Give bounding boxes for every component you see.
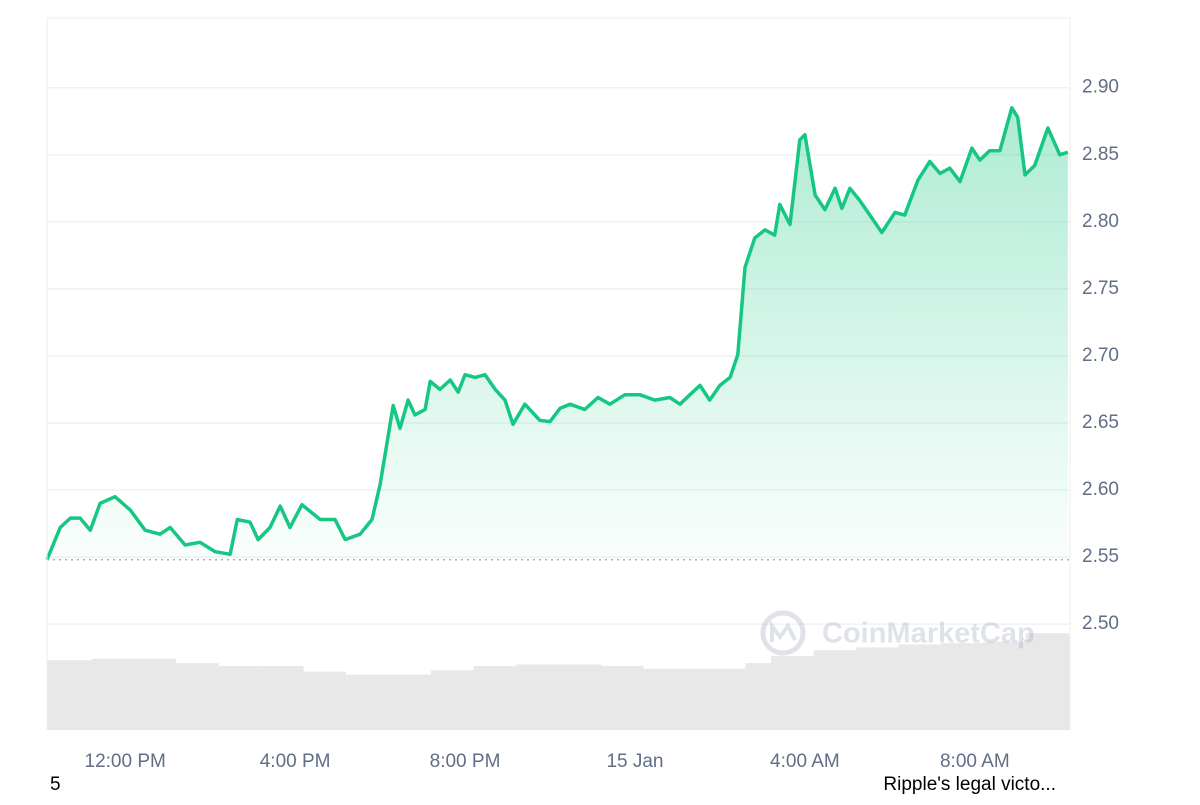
y-tick-label: 2.50 (1082, 613, 1119, 634)
footer-right: Ripple's legal victo... (883, 774, 1056, 795)
x-tick-label: 4:00 AM (770, 751, 840, 772)
price-line (45, 106, 1069, 561)
volume-bar (346, 674, 389, 730)
footer-left: 5 (50, 774, 61, 795)
volume-bar (261, 665, 304, 730)
volume-bar (940, 643, 984, 730)
x-tick-label: 12:00 PM (85, 751, 166, 772)
volume-bar (47, 660, 92, 730)
area-fill (47, 107, 1068, 560)
volume-bar (1025, 633, 1070, 730)
volume-bar (133, 658, 177, 730)
volume-bar (855, 647, 899, 730)
y-tick-label: 2.80 (1082, 211, 1119, 232)
y-tick-label: 2.75 (1082, 278, 1119, 299)
volume-bar (813, 650, 856, 730)
volume-bar (643, 668, 686, 730)
volume-bar (303, 671, 347, 730)
volume-bar (431, 670, 474, 730)
volume-bar (728, 668, 746, 730)
y-tick-label: 2.70 (1082, 345, 1119, 366)
volume-bar (745, 663, 771, 730)
x-tick-label: 4:00 PM (260, 751, 331, 772)
x-tick-label: 8:00 AM (940, 751, 1010, 772)
y-tick-label: 2.85 (1082, 144, 1119, 165)
watermark: CoinMarketCap (760, 610, 1035, 656)
volume-bar (898, 644, 941, 730)
x-tick-label: 15 Jan (606, 751, 663, 772)
volume-bar (516, 664, 559, 730)
watermark-text: CoinMarketCap (822, 618, 1035, 650)
volume-bar (473, 665, 517, 730)
y-tick-label: 2.90 (1082, 77, 1119, 98)
volume-bar (558, 664, 601, 730)
volume-bar (176, 663, 219, 730)
volume-bar (600, 665, 644, 730)
volume-bar (983, 641, 1026, 730)
volume-bar (91, 658, 134, 730)
volume-bar (685, 668, 729, 730)
y-tick-label: 2.60 (1082, 479, 1119, 500)
volume-bar (770, 655, 814, 730)
x-tick-label: 8:00 PM (430, 751, 501, 772)
y-tick-label: 2.55 (1082, 546, 1119, 567)
volume-bar (218, 665, 262, 730)
volume-bar (388, 674, 432, 730)
y-tick-label: 2.65 (1082, 412, 1119, 433)
